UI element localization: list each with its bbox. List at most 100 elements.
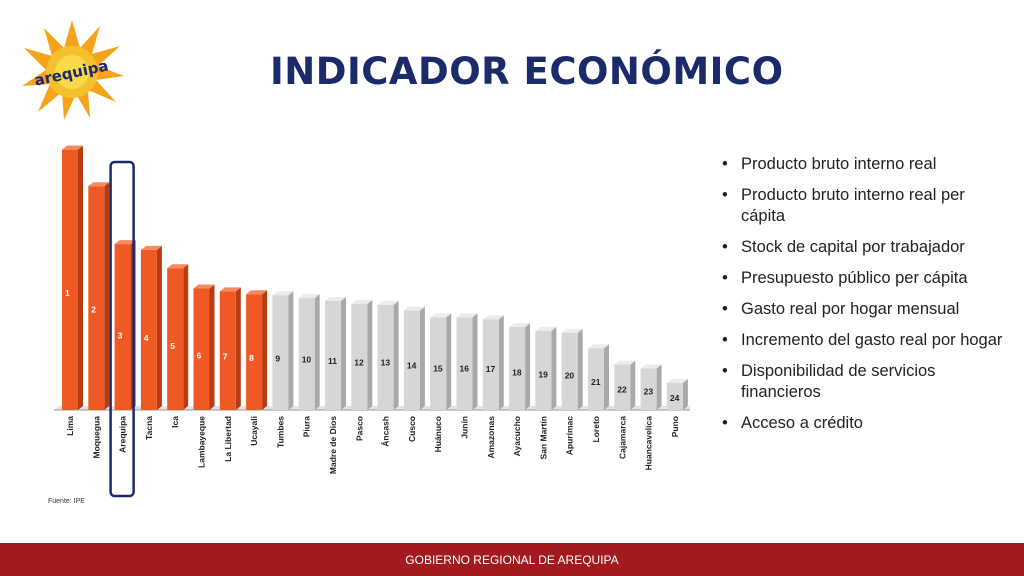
bar-Puno xyxy=(666,383,683,410)
indicator-item: • Disponibilidad de servicios financieros xyxy=(718,361,1008,403)
bar-Ayacucho xyxy=(509,327,526,410)
bar-Arequipa xyxy=(114,244,131,410)
indicator-item: • Incremento del gasto real por hogar xyxy=(718,330,1008,351)
bar-side xyxy=(183,264,189,410)
bar-side xyxy=(446,313,452,410)
category-tick-label: Puno xyxy=(670,416,680,437)
bar-Madre de Dios xyxy=(325,301,341,410)
bar-Huancavelica xyxy=(640,368,657,410)
bar-data-label: 12 xyxy=(354,357,364,367)
bar-data-label: 16 xyxy=(460,363,470,373)
bar-Cajamarca xyxy=(614,364,631,410)
bar-Tumbes xyxy=(272,295,289,410)
bar-side xyxy=(367,299,373,410)
bar-Ica xyxy=(167,268,184,410)
bar-top xyxy=(509,323,531,328)
category-tick-label: Huánuco xyxy=(433,416,443,452)
bar-top xyxy=(456,313,478,318)
category-tick-label: Apurímac xyxy=(565,416,575,455)
bar-side xyxy=(498,315,504,410)
bar-Áncash xyxy=(377,304,394,410)
category-tick-label: Junín xyxy=(460,416,470,439)
bar-top xyxy=(351,299,373,304)
bar-data-label: 13 xyxy=(381,358,391,368)
bar-data-label: 15 xyxy=(433,363,443,373)
category-tick-label: Ayacucho xyxy=(512,416,522,456)
category-tick-label: Piura xyxy=(302,416,312,438)
indicator-label: Disponibilidad de servicios financieros xyxy=(741,362,936,401)
bar-top xyxy=(377,300,399,305)
category-tick-label: Arequipa xyxy=(118,416,128,453)
bar-side xyxy=(341,297,346,410)
indicator-label: Incremento del gasto real por hogar xyxy=(741,331,1003,349)
bullet-icon: • xyxy=(722,414,728,432)
bar-side xyxy=(525,323,531,410)
bar-top xyxy=(535,326,557,331)
indicator-label: Acceso a crédito xyxy=(741,414,863,432)
category-tick-label: Pasco xyxy=(354,416,364,441)
indicator-item: • Producto bruto interno real per cápita xyxy=(718,185,1008,227)
bar-top xyxy=(219,287,241,292)
bar-data-label: 2 xyxy=(91,304,96,314)
indicator-label: Producto bruto interno real xyxy=(741,155,937,173)
bar-top xyxy=(298,294,320,299)
category-tick-label: Amazonas xyxy=(486,416,496,459)
bar-data-label: 5 xyxy=(170,341,175,351)
footer-text: GOBIERNO REGIONAL DE AREQUIPA xyxy=(405,553,619,567)
bar-data-label: 9 xyxy=(275,353,280,363)
indicator-item: • Gasto real por hogar mensual xyxy=(718,299,1008,320)
bar-Lambayeque xyxy=(193,288,210,410)
bar-top xyxy=(140,245,162,250)
bar-top xyxy=(272,291,294,296)
category-tick-label: La Libertad xyxy=(223,416,233,462)
bar-side xyxy=(156,245,162,410)
bar-data-label: 17 xyxy=(486,364,496,374)
bullet-icon: • xyxy=(722,155,728,173)
bar-top xyxy=(666,379,688,383)
page-title: INDICADOR ECONÓMICO xyxy=(270,50,784,93)
bar-Piura xyxy=(298,298,315,410)
bullet-icon: • xyxy=(722,362,728,380)
bar-La Libertad xyxy=(219,291,236,410)
bar-Junín xyxy=(456,317,473,410)
bullet-icon: • xyxy=(722,238,728,256)
indicator-label: Stock de capital por trabajador xyxy=(741,238,965,256)
bar-top xyxy=(614,360,636,365)
indicator-item: • Presupuesto público per cápita xyxy=(718,268,1008,289)
category-tick-label: San Martín xyxy=(538,416,548,459)
bar-chart: 1 Lima 2 Moquegua 3 Arequipa 4 Tacna 5 Ica 6 Lambay… xyxy=(54,145,690,498)
category-tick-label: Lima xyxy=(65,416,75,436)
bar-top xyxy=(640,364,662,369)
bar-Huánuco xyxy=(430,317,447,410)
category-tick-label: Ucayali xyxy=(249,416,259,446)
category-tick-label: Lambayeque xyxy=(197,416,207,468)
bar-side xyxy=(104,182,110,410)
bar-data-label: 24 xyxy=(670,393,680,403)
bar-data-label: 21 xyxy=(591,377,601,387)
bar-side xyxy=(314,294,320,410)
bar-side xyxy=(209,284,215,410)
indicator-item: • Stock de capital por trabajador xyxy=(718,237,1008,258)
bar-data-label: 4 xyxy=(144,333,149,343)
bar-top xyxy=(246,290,268,295)
bar-data-label: 18 xyxy=(512,368,522,378)
bar-data-label: 11 xyxy=(328,356,337,366)
bullet-icon: • xyxy=(722,186,728,204)
bullet-icon: • xyxy=(722,331,728,349)
bar-top xyxy=(561,328,583,333)
indicator-label: Gasto real por hogar mensual xyxy=(741,300,960,318)
category-tick-label: Loreto xyxy=(591,416,601,442)
bar-Amazonas xyxy=(482,319,499,410)
bar-top xyxy=(430,313,452,318)
bar-Cusco xyxy=(403,310,420,410)
bar-Loreto xyxy=(588,348,604,410)
bar-data-label: 19 xyxy=(538,369,548,379)
bar-top xyxy=(193,284,215,289)
bar-data-label: 20 xyxy=(565,370,575,380)
indicator-list: • Producto bruto interno real • Producto br… xyxy=(718,154,1008,444)
category-tick-label: Ica xyxy=(170,416,180,428)
bar-top xyxy=(62,145,83,150)
selected-region-highlight xyxy=(109,160,135,498)
bar-side xyxy=(288,291,294,410)
sun-icon xyxy=(22,20,124,120)
